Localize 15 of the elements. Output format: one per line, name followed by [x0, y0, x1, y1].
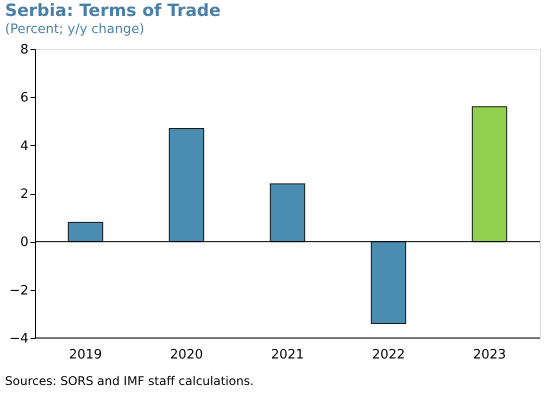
x-tick-label: 2020 [170, 348, 204, 362]
y-tick-label: 0 [20, 235, 28, 250]
y-tick-label: 6 [20, 90, 28, 106]
source-note: Sources: SORS and IMF staff calculations. [5, 374, 254, 388]
x-tick-label: 2023 [472, 348, 506, 362]
y-tick-label: 4 [20, 138, 28, 154]
y-tick-label: 2 [20, 187, 28, 202]
x-tick-label: 2022 [372, 348, 406, 362]
chart-title: Serbia: Terms of Trade [5, 1, 221, 21]
x-tick-label: 2021 [270, 348, 304, 362]
y-tick-label: −4 [9, 332, 28, 346]
y-tick-label: −2 [9, 283, 28, 298]
y-tick-label: 8 [20, 42, 28, 58]
chart-subtitle: (Percent; y/y change) [5, 22, 144, 37]
x-tick-label: 2019 [68, 348, 102, 362]
